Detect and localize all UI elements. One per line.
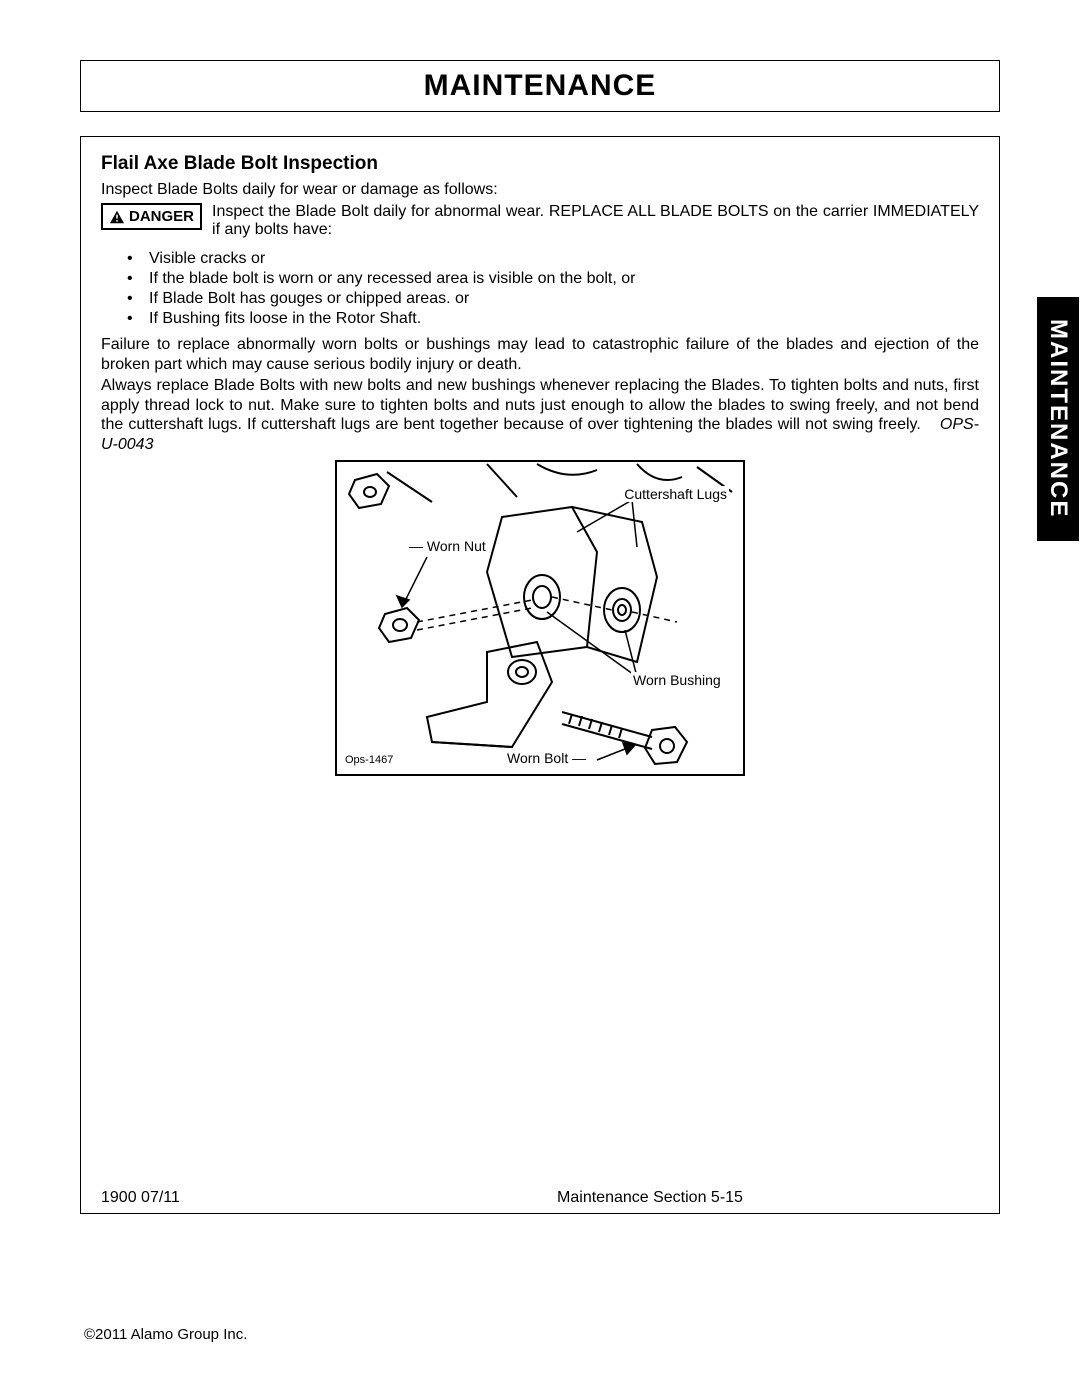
paragraph-1: Failure to replace abnormally worn bolts… — [101, 335, 979, 374]
paragraph-2: Always replace Blade Bolts with new bolt… — [101, 376, 979, 454]
danger-text: Inspect the Blade Bolt daily for abnorma… — [212, 203, 979, 239]
footer-left: 1900 07/11 — [101, 1189, 321, 1207]
danger-label: DANGER — [129, 208, 194, 225]
copyright: ©2011 Alamo Group Inc. — [84, 1326, 247, 1343]
section-title: Flail Axe Blade Bolt Inspection — [101, 153, 979, 175]
intro-text: Inspect Blade Bolts daily for wear or da… — [101, 181, 979, 199]
page: MAINTENANCE MAINTENANCE Flail Axe Blade … — [80, 60, 1000, 1317]
list-item: If the blade bolt is worn or any recesse… — [127, 269, 979, 289]
side-tab-label: MAINTENANCE — [1044, 319, 1072, 518]
footer-row: 1900 07/11 Maintenance Section 5-15 — [101, 1189, 979, 1207]
side-tab: MAINTENANCE — [1037, 297, 1079, 541]
footer-center: Maintenance Section 5-15 — [321, 1189, 979, 1207]
figure-svg — [337, 462, 747, 778]
warning-icon — [109, 210, 125, 224]
list-item: If Blade Bolt has gouges or chipped area… — [127, 289, 979, 309]
figure-ref: Ops-1467 — [345, 754, 393, 766]
figure-wrap: Cuttershaft Lugs — Worn Nut Worn Bushing… — [101, 460, 979, 783]
label-worn-nut: — Worn Nut — [407, 538, 488, 554]
bullet-list: Visible cracks or If the blade bolt is w… — [101, 249, 979, 329]
label-worn-bolt: Worn Bolt — — [505, 750, 588, 766]
content-box: MAINTENANCE Flail Axe Blade Bolt Inspect… — [80, 136, 1000, 1214]
list-item: If Bushing fits loose in the Rotor Shaft… — [127, 309, 979, 329]
page-title-box: MAINTENANCE — [80, 60, 1000, 112]
page-title: MAINTENANCE — [424, 69, 657, 102]
label-cuttershaft-lugs: Cuttershaft Lugs — [622, 486, 729, 502]
paragraph-2-text: Always replace Blade Bolts with new bolt… — [101, 377, 979, 433]
danger-row: DANGER Inspect the Blade Bolt daily for … — [101, 203, 979, 239]
label-worn-bushing: Worn Bushing — [631, 672, 723, 688]
list-item: Visible cracks or — [127, 249, 979, 269]
figure: Cuttershaft Lugs — Worn Nut Worn Bushing… — [335, 460, 745, 776]
danger-badge: DANGER — [101, 203, 202, 230]
